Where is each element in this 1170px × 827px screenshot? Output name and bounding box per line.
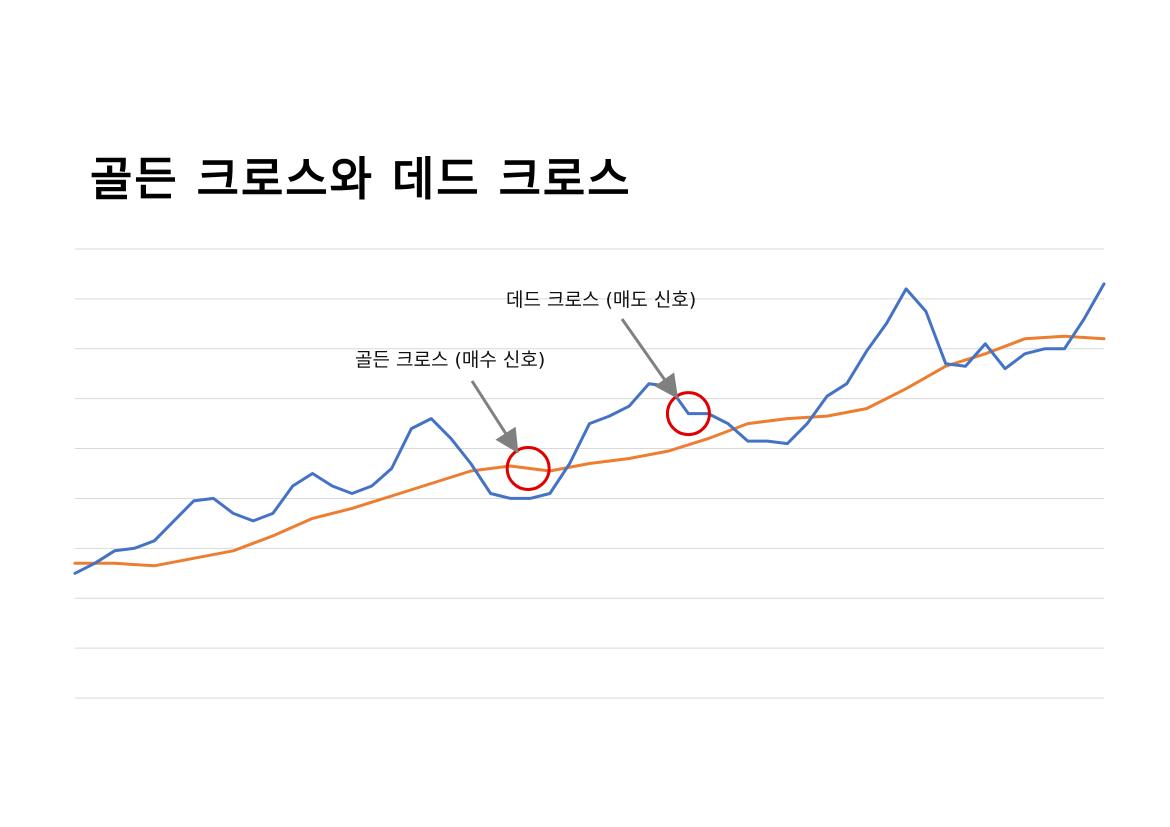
series-lines [73, 282, 1106, 575]
annotation-arrow [620, 318, 679, 399]
annotation-label: 데드 크로스 (매도 신호) [506, 289, 696, 311]
long-series-line [73, 334, 1106, 568]
annotation-label: 골든 크로스 (매수 신호) [355, 349, 545, 371]
crossover-marker [505, 446, 551, 492]
chart-title: 골든 크로스와 데드 크로스 [90, 152, 632, 206]
short-series-line [73, 282, 1106, 575]
annotations: 골든 크로스 (매수 신호) 데드 크로스 (매도 신호) [355, 289, 711, 492]
annotation-arrow [470, 380, 519, 454]
crossover-marker [665, 391, 711, 437]
gridlines [75, 248, 1104, 699]
